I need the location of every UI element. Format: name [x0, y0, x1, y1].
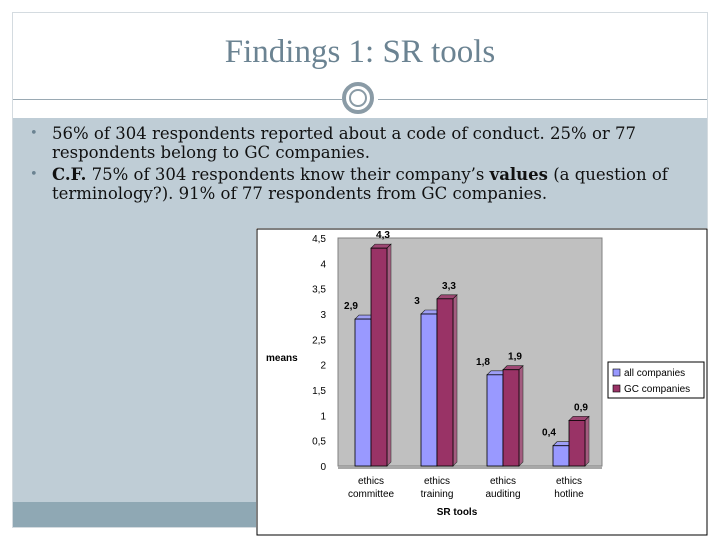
bullet-item: • 56% of 304 respondents reported about a… — [30, 124, 700, 162]
x-tick-label: committee — [348, 489, 395, 500]
bar — [568, 419, 586, 467]
x-axis-label: SR tools — [437, 507, 478, 518]
data-label: 4,3 — [376, 230, 390, 241]
x-tick-label: auditing — [485, 489, 520, 500]
y-tick-label: 1,5 — [312, 386, 326, 397]
bar — [486, 374, 504, 467]
y-tick-label: 2 — [320, 361, 326, 372]
legend-label: all companies — [624, 368, 685, 379]
data-label: 3,3 — [442, 281, 456, 292]
y-tick-label: 2,5 — [312, 335, 326, 346]
bar-side-face — [452, 294, 458, 467]
bar-side-face — [584, 415, 590, 467]
legend-box — [607, 361, 705, 399]
plot-floor — [338, 466, 602, 469]
data-label: 0,4 — [542, 428, 556, 439]
bullet-text: 56% of 304 respondents reported about a … — [52, 124, 637, 162]
data-label: 1,8 — [476, 357, 490, 368]
y-tick-label: 3 — [320, 310, 326, 321]
bar-side-face — [518, 365, 524, 467]
y-tick-label: 1 — [320, 411, 326, 422]
bar — [354, 318, 372, 467]
bar-side-face — [386, 243, 392, 467]
data-label: 2,9 — [344, 301, 358, 312]
bar — [420, 313, 438, 467]
legend-label: GC companies — [624, 384, 690, 395]
bullet-text: (a question of terminology?). 91% of 77 … — [52, 165, 668, 203]
bar-chart: 0 0,5 1 1,5 2 2,5 3 3,5 4 4,5 means SR tools 2,9 4,3 e… — [256, 228, 708, 536]
x-tick-label: hotline — [554, 489, 584, 500]
x-tick-label: ethics — [490, 476, 516, 487]
bullet-dot: • — [30, 167, 38, 182]
circle-ornament-inner — [349, 89, 367, 107]
chart-border — [256, 228, 708, 536]
data-label: 0,9 — [574, 402, 588, 413]
x-tick-label: ethics — [358, 476, 384, 487]
y-tick-label: 4 — [320, 259, 326, 270]
slide-title: Findings 1: SR tools — [224, 34, 496, 70]
data-label: 3 — [414, 296, 420, 307]
y-tick-label: 0 — [320, 462, 326, 473]
y-axis-label: means — [266, 353, 298, 364]
y-tick-label: 0,5 — [312, 437, 326, 448]
circle-ornament-icon — [342, 82, 374, 114]
y-tick-label: 3,5 — [312, 285, 326, 296]
bullet-text: C.F. — [52, 165, 87, 184]
x-tick-label: ethics — [424, 476, 450, 487]
legend-swatch — [612, 384, 621, 393]
bullet-text: 75% of 304 respondents know their compan… — [86, 165, 490, 184]
title-rule-left — [13, 99, 342, 100]
y-tick-label: 4,5 — [312, 234, 326, 245]
title-rule-right — [378, 99, 707, 100]
legend-swatch — [612, 368, 621, 377]
bar — [502, 369, 520, 467]
data-label: 1,9 — [508, 352, 522, 363]
x-tick-label: ethics — [556, 476, 582, 487]
x-tick-label: training — [421, 489, 454, 500]
bar — [436, 298, 454, 467]
bullet-text: values — [489, 165, 548, 184]
bar — [552, 445, 570, 467]
bullet-dot: • — [30, 126, 38, 141]
chart-svg: 0 0,5 1 1,5 2 2,5 3 3,5 4 4,5 means SR tools 2,9 4,3 e… — [256, 228, 708, 536]
bullet-list: • 56% of 304 respondents reported about a… — [30, 124, 700, 206]
bullet-item: • C.F. 75% of 304 respondents know their … — [30, 165, 700, 203]
bar — [370, 247, 388, 467]
